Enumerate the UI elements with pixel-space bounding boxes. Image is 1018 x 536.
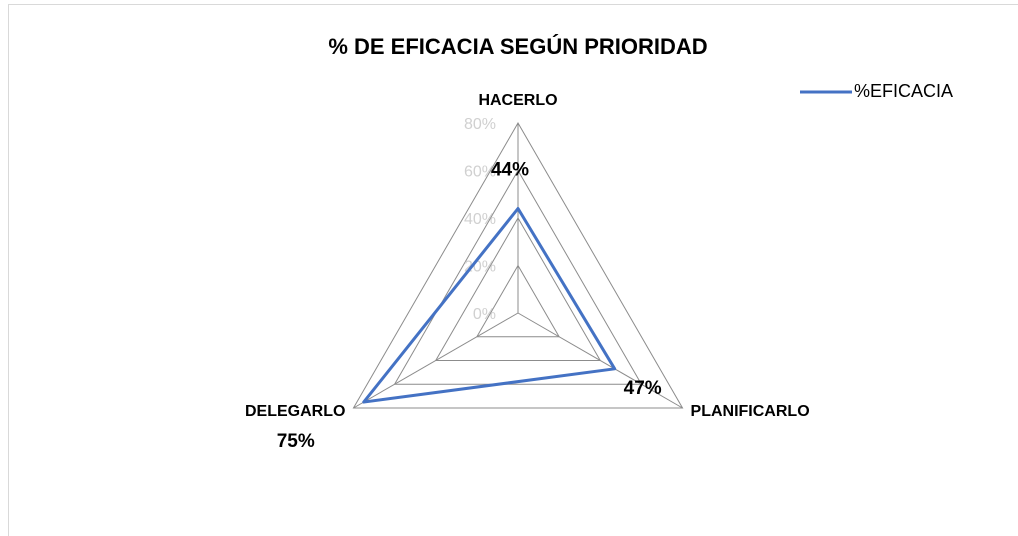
tick-label: 60%: [464, 164, 496, 181]
category-label: DELEGARLO: [245, 403, 345, 420]
legend-label: %EFICACIA: [854, 81, 953, 101]
value-label: 75%: [277, 431, 315, 452]
tick-label: 20%: [464, 259, 496, 276]
tick-label: 0%: [473, 306, 496, 323]
series-line: [362, 207, 617, 404]
axis-spoke: [353, 312, 519, 409]
tick-label: 80%: [464, 116, 496, 133]
grid-ring: [393, 169, 643, 385]
grid-ring: [434, 216, 602, 361]
value-label: 47%: [624, 378, 662, 399]
category-label: PLANIFICARLO: [691, 403, 810, 420]
axis-spoke: [517, 312, 683, 409]
category-label: HACERLO: [478, 92, 557, 109]
chart-title: % DE EFICACIA SEGÚN PRIORIDAD: [328, 34, 707, 59]
tick-label: 40%: [464, 211, 496, 228]
value-label: 44%: [491, 160, 529, 181]
grid-ring: [475, 264, 561, 338]
grid-ring: [352, 121, 684, 409]
